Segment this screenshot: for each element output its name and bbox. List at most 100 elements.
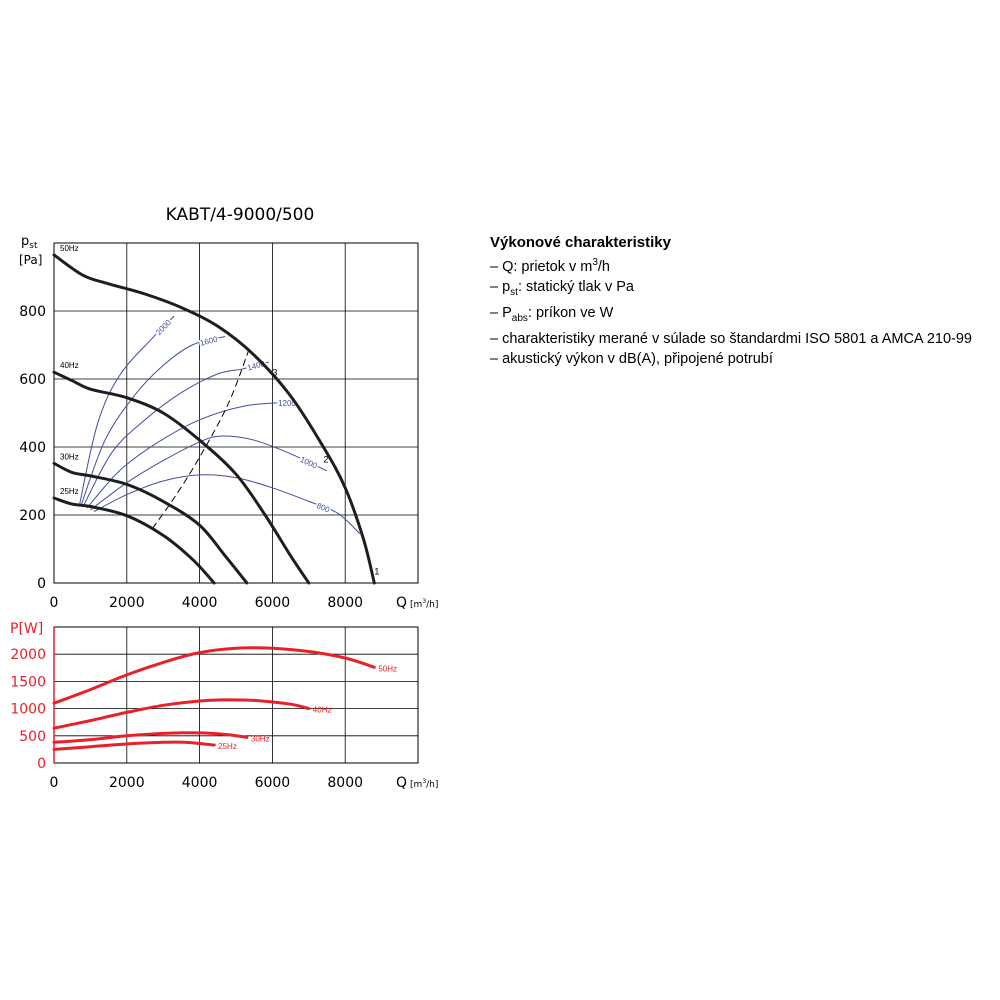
iso-power-line-1600 xyxy=(80,336,226,505)
pressure-y-tick-label: 800 xyxy=(19,304,46,320)
pressure-curves xyxy=(52,253,376,585)
legend-item-text-end: /h xyxy=(597,258,610,275)
iso-power-label: 1000 xyxy=(299,455,319,471)
legend-heading: Výkonové charakteristiky xyxy=(490,234,671,251)
system-characteristic-line xyxy=(151,344,252,529)
x-axis-unit-b: /h] xyxy=(426,600,438,610)
power-y-tick-label: 1000 xyxy=(10,702,46,718)
power-series-label: 30Hz xyxy=(251,734,270,743)
legend-item-dash: – xyxy=(490,258,503,275)
pressure-series-label: 50Hz xyxy=(60,244,79,253)
x-axis-symbol: Q xyxy=(396,595,407,611)
pressure-curve-50Hz xyxy=(52,253,376,585)
power-curve-40Hz xyxy=(52,698,311,730)
legend-panel: Výkonové charakteristiky – Q: prietok v … xyxy=(490,233,995,369)
legend-item-superscript: 3 xyxy=(592,257,598,268)
legend-item-subscript: abs xyxy=(511,312,528,324)
power-y-tick-label: 0 xyxy=(37,756,46,772)
power-series-label: 50Hz xyxy=(378,664,397,673)
pressure-tick-labels: 0 2000 4000 6000 8000 0 200 400 600 800 xyxy=(19,304,363,611)
power-curve-30Hz xyxy=(52,731,249,744)
pressure-curve-30Hz xyxy=(52,461,249,585)
x-axis-label: Q [m3/h] xyxy=(396,595,438,611)
legend-item: – pst: statický tlak v Pa xyxy=(490,277,995,303)
legend-item-text: : príkon ve W xyxy=(527,304,614,321)
y-axis-symbol: p xyxy=(21,234,29,249)
legend-item-symbol: Q xyxy=(502,258,514,275)
legend-item: – akustický výkon v dB(A), připojené pot… xyxy=(490,349,995,369)
svg-text:Q[m3/h]: Q [m3/h] xyxy=(396,595,438,611)
legend-item: – Pabs: príkon ve W xyxy=(490,303,995,329)
power-axis-label: P[W] xyxy=(10,621,43,637)
pressure-labels: 50Hz 40Hz 30Hz 25Hz 3 2 1 xyxy=(60,244,379,577)
power-x-axis-label: Q [m3/h] xyxy=(396,775,438,791)
power-chart: 50Hz 40Hz 30Hz 25Hz 0 2000 4000 6000 8000 0 500 10… xyxy=(10,621,438,791)
power-tick-labels: 0 2000 4000 6000 8000 0 500 1000 1500 2000 xyxy=(10,647,363,791)
power-x-axis-symbol: Q xyxy=(396,775,407,791)
pressure-plot-frame xyxy=(53,242,419,584)
legend-item-text: : statický tlak v Pa xyxy=(517,278,634,295)
pressure-x-tick-label: 8000 xyxy=(327,595,363,611)
svg-text:pst: pst xyxy=(21,234,38,251)
iso-power-line-1400 xyxy=(82,361,269,507)
pressure-series-label: 40Hz xyxy=(60,361,79,370)
x-axis-unit-sup: 3 xyxy=(422,598,426,605)
pressure-chart: 2000200016001600140014001200120010001000… xyxy=(19,234,438,611)
legend-item-symbol: p xyxy=(502,278,511,295)
power-x-tick-label: 0 xyxy=(50,775,59,791)
pressure-x-tick-label: 0 xyxy=(50,595,59,611)
legend-list: – Q: prietok v m3/h – pst: statický tlak … xyxy=(490,253,995,369)
power-x-tick-label: 2000 xyxy=(109,775,145,791)
x-axis-unit-a: [m xyxy=(410,600,422,610)
power-y-tick-label: 500 xyxy=(19,729,46,745)
pressure-curve-40Hz xyxy=(52,370,311,585)
pressure-curve-25Hz xyxy=(52,496,216,585)
power-x-axis-unit-sup: 3 xyxy=(422,778,426,785)
power-y-tick-label: 2000 xyxy=(10,647,46,663)
legend-item-text: : prietok v m xyxy=(513,258,593,275)
pressure-y-tick-label: 600 xyxy=(19,372,46,388)
operating-point-label: 3 xyxy=(272,368,277,378)
power-x-tick-label: 6000 xyxy=(255,775,291,791)
power-labels: 50Hz 40Hz 30Hz 25Hz xyxy=(218,664,397,751)
legend-item-subscript: st xyxy=(510,286,518,298)
iso-power-line-800 xyxy=(93,474,361,535)
operating-point-label: 1 xyxy=(374,567,379,577)
power-x-axis-unit-a: [m xyxy=(410,780,422,790)
power-series-label: 40Hz xyxy=(313,706,332,715)
pressure-y-tick-label: 200 xyxy=(19,508,46,524)
y-axis-label: pst [Pa] xyxy=(19,234,42,267)
pressure-y-tick-label: 0 xyxy=(37,576,46,592)
power-curve-50Hz xyxy=(52,646,376,705)
legend-item-dash: – xyxy=(490,304,503,321)
pressure-x-tick-label: 6000 xyxy=(255,595,291,611)
system-line xyxy=(151,344,252,529)
svg-text:Q[m3/h]: Q [m3/h] xyxy=(396,775,438,791)
y-axis-sub: st xyxy=(29,241,38,251)
power-series-label: 25Hz xyxy=(218,742,237,751)
y-axis-unit: [Pa] xyxy=(19,253,42,267)
power-y-tick-label: 1500 xyxy=(10,674,46,690)
legend-item-dash: – xyxy=(490,330,503,347)
power-curve-25Hz xyxy=(52,740,216,751)
operating-point-label: 2 xyxy=(323,454,328,464)
legend-item-dash: – xyxy=(490,278,503,295)
pressure-y-tick-label: 400 xyxy=(19,440,46,456)
iso-power-label: 1200 xyxy=(278,399,296,408)
iso-power-label: 1600 xyxy=(199,335,219,348)
power-x-tick-label: 4000 xyxy=(182,775,218,791)
pressure-series-label: 30Hz xyxy=(60,452,79,461)
legend-item: – Q: prietok v m3/h xyxy=(490,253,995,277)
legend-item: – charakteristiky merané v súlade so šta… xyxy=(490,329,995,349)
legend-item-dash: – xyxy=(490,350,503,367)
legend-item-text: charakteristiky merané v súlade so štand… xyxy=(502,330,972,347)
power-curves xyxy=(52,646,376,751)
iso-power-label: 800 xyxy=(315,501,331,515)
legend-item-text: akustický výkon v dB(A), připojené potru… xyxy=(502,350,773,367)
iso-power-line-1000 xyxy=(90,435,328,511)
iso-power-lines: 2000200016001600140014001200120010001000… xyxy=(79,315,361,535)
pressure-grid xyxy=(53,242,419,584)
power-x-tick-label: 8000 xyxy=(327,775,363,791)
pressure-series-label: 25Hz xyxy=(60,487,79,496)
